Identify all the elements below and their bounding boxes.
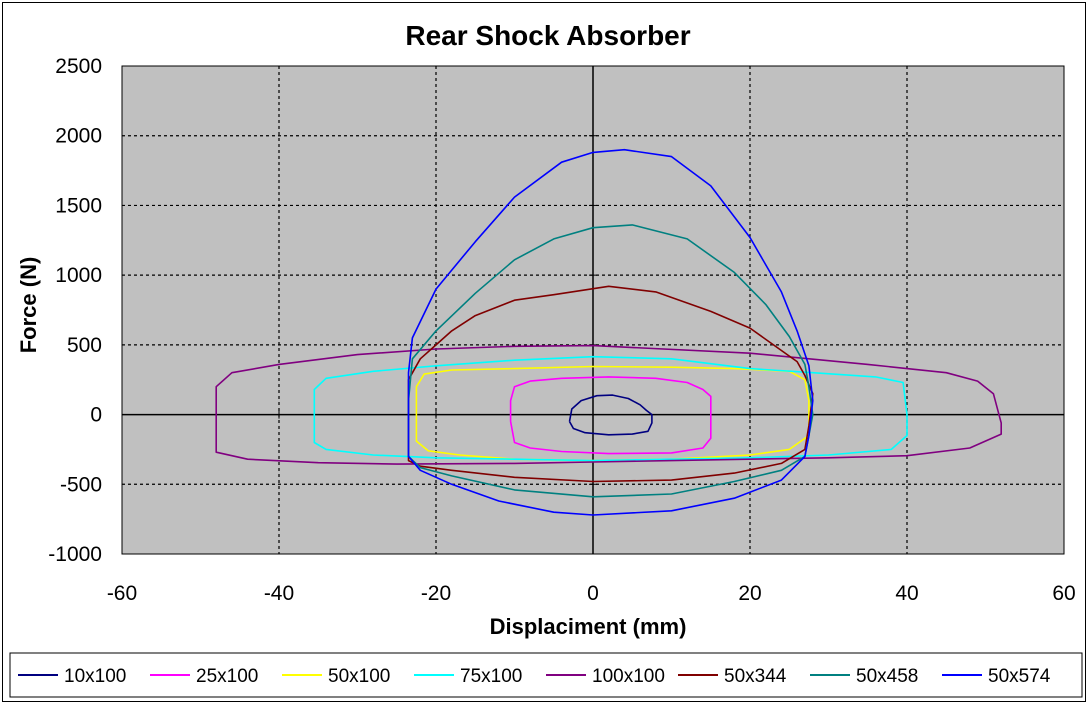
y-tick-label: 2500 [55,55,102,78]
series-line [313,355,908,462]
legend-label: 100x100 [592,666,665,687]
series-line [415,365,810,462]
y-tick-label: 1500 [55,194,102,217]
y-tick-label: -500 [60,473,102,496]
y-tick-labels: 2500 2000 1500 1000 500 0 -500 -1000 [48,55,102,566]
y-axis-label: Force (N) [16,257,41,354]
y-tick-label: 500 [67,334,102,357]
y-tick-label: 1000 [55,264,102,287]
legend-label: 50x458 [856,666,918,687]
x-tick-label: 60 [1052,582,1075,605]
x-tick-label: 20 [738,582,761,605]
x-tick-label: -60 [107,582,137,605]
series-line [509,376,712,455]
legend-label: 10x100 [64,666,126,687]
series-line [568,394,653,436]
series-group [215,148,1002,516]
legend-label: 25x100 [196,666,258,687]
legend-label: 50x574 [988,666,1051,687]
x-tick-label: -20 [421,582,451,605]
legend-label: 50x344 [724,666,787,687]
series-line [407,224,814,498]
x-tick-label: 40 [895,582,918,605]
x-axis-label: Displaciment (mm) [490,614,687,639]
legend-label: 50x100 [328,666,390,687]
x-tick-label: 0 [587,582,599,605]
x-tick-label: -40 [264,582,294,605]
series-line [407,148,814,516]
x-tick-labels: -60 -40 -20 0 20 40 60 [107,582,1076,605]
legend-label: 75x100 [460,666,522,687]
chart-title: Rear Shock Absorber [405,20,690,51]
legend-entries: 10x100 25x100 50x100 75x100 100x100 50x344 50x… [18,666,1051,687]
y-tick-label: 2000 [55,125,102,148]
series-line [407,285,814,483]
y-tick-label: -1000 [48,543,102,566]
y-tick-label: 0 [90,404,102,427]
